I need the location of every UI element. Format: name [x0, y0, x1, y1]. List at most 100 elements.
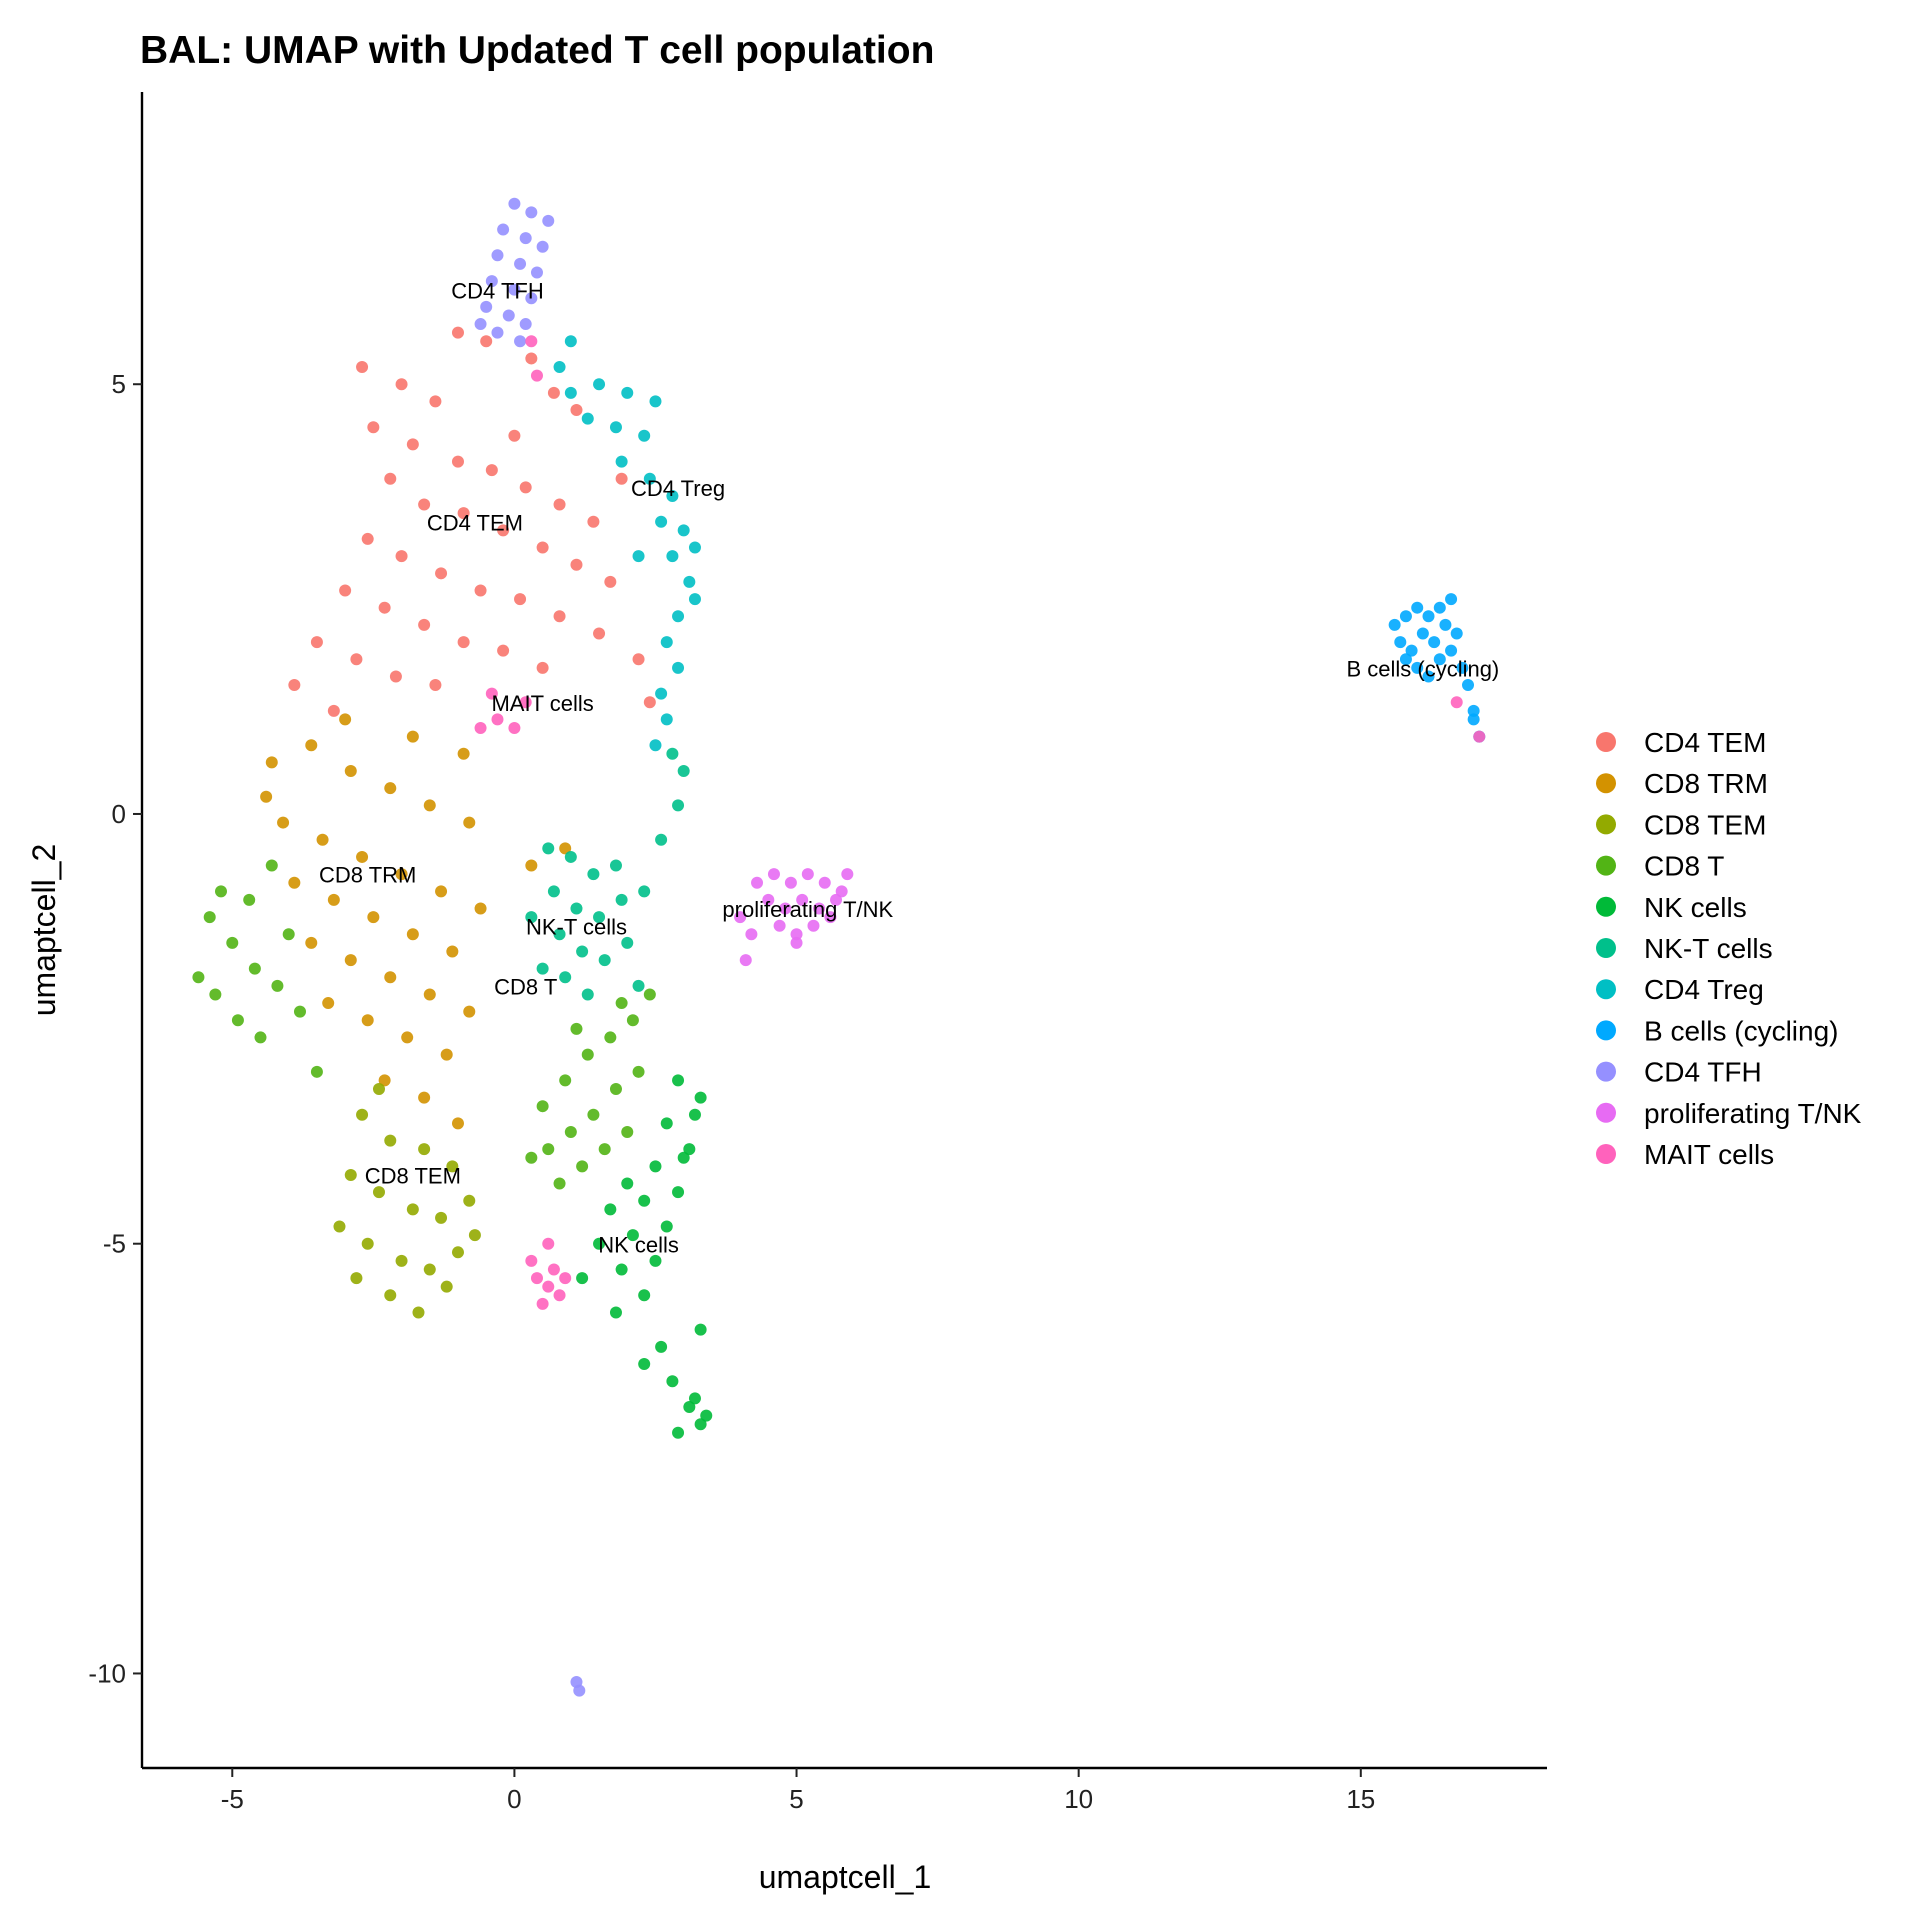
point-3-14 [581, 1048, 594, 1061]
point-1-28 [451, 1117, 464, 1130]
point-5-6 [593, 911, 606, 924]
point-10-0 [525, 335, 538, 348]
point-5-7 [615, 893, 628, 906]
point-0-6 [485, 464, 498, 477]
point-7-5 [1445, 593, 1458, 606]
point-9-19 [739, 954, 752, 967]
legend-label-7: B cells (cycling) [1644, 1015, 1838, 1046]
y-tick-label-0: -10 [88, 1658, 126, 1688]
point-2-12 [423, 1263, 436, 1276]
x-tick-label-1: 0 [507, 1784, 521, 1814]
point-6-21 [649, 739, 662, 752]
point-3-29 [525, 1151, 538, 1164]
point-4-22 [638, 1358, 651, 1371]
point-3-5 [231, 1014, 244, 1027]
legend-key-7 [1596, 1020, 1616, 1041]
point-2-14 [350, 1272, 363, 1285]
point-1-8 [356, 850, 369, 863]
point-9-6 [762, 893, 775, 906]
point-0-41 [643, 696, 656, 709]
point-1-33 [525, 859, 538, 872]
point-3-26 [570, 1022, 583, 1035]
point-3-16 [626, 1014, 639, 1027]
point-1-27 [418, 1091, 431, 1104]
cluster-label-2: CD8 TEM [365, 1164, 461, 1189]
point-0-4 [406, 438, 419, 451]
x-axis-title: umaptcell_1 [759, 1859, 932, 1895]
point-4-15 [655, 1340, 668, 1353]
point-6-1 [593, 378, 606, 391]
point-9-1 [767, 868, 780, 881]
point-4-8 [626, 1229, 639, 1242]
point-3-19 [587, 1108, 600, 1121]
point-1-21 [463, 1005, 476, 1018]
point-0-19 [435, 567, 448, 580]
point-5-9 [553, 928, 566, 941]
point-2-11 [395, 1254, 408, 1267]
point-1-1 [305, 739, 318, 752]
point-2-19 [372, 1083, 385, 1096]
legend-key-5 [1596, 938, 1616, 958]
point-3-21 [632, 1065, 645, 1078]
point-1-3 [384, 782, 397, 795]
point-3-7 [214, 885, 227, 898]
point-5-3 [609, 859, 622, 872]
point-4-14 [609, 1306, 622, 1319]
point-0-13 [497, 524, 510, 537]
point-7-16 [1456, 661, 1469, 674]
cluster-label-10: MAIT cells [491, 691, 593, 716]
point-6-13 [666, 550, 679, 563]
point-2-17 [440, 1280, 453, 1293]
point-10-14 [542, 1237, 555, 1250]
point-8-13 [519, 318, 532, 331]
point-4-5 [672, 1186, 685, 1199]
point-0-29 [536, 661, 549, 674]
point-1-32 [457, 747, 470, 760]
point-0-25 [378, 601, 391, 614]
point-0-37 [480, 335, 493, 348]
point-3-30 [192, 971, 205, 984]
point-0-43 [508, 429, 521, 442]
chart-title: BAL: UMAP with Updated T cell population [140, 29, 934, 72]
point-9-7 [779, 902, 792, 915]
point-1-18 [344, 954, 357, 967]
point-9-14 [824, 911, 837, 924]
point-0-36 [525, 352, 538, 365]
point-7-14 [1433, 653, 1446, 666]
point-6-8 [643, 472, 656, 485]
point-2-10 [361, 1237, 374, 1250]
point-10-6 [530, 369, 543, 382]
point-1-25 [440, 1048, 453, 1061]
point-10-9 [553, 1289, 566, 1302]
point-0-2 [429, 395, 442, 408]
point-6-5 [609, 421, 622, 434]
point-5-11 [598, 954, 611, 967]
point-8-2 [497, 223, 510, 236]
point-4-20 [688, 1392, 701, 1405]
point-0-44 [547, 386, 560, 399]
point-7-13 [1411, 661, 1424, 674]
x-tick-label-0: -5 [221, 1784, 244, 1814]
legend-key-1 [1596, 773, 1616, 794]
point-7-21 [1422, 670, 1435, 683]
point-0-42 [451, 326, 464, 339]
point-4-6 [638, 1194, 651, 1207]
point-7-12 [1399, 653, 1412, 666]
point-5-12 [621, 936, 634, 949]
point-0-9 [587, 515, 600, 528]
point-5-2 [587, 868, 600, 881]
points-layer [192, 197, 1486, 1697]
cluster-label-3: CD8 T [494, 974, 557, 999]
point-1-22 [322, 997, 335, 1010]
point-6-22 [564, 335, 577, 348]
point-6-18 [672, 661, 685, 674]
point-7-6 [1394, 636, 1407, 649]
point-5-20 [632, 979, 645, 992]
legend-label-0: CD4 TEM [1644, 727, 1766, 758]
point-5-19 [525, 911, 538, 924]
legend-label-1: CD8 TRM [1644, 768, 1768, 799]
point-3-2 [248, 962, 261, 975]
point-1-17 [305, 936, 318, 949]
point-2-6 [406, 1203, 419, 1216]
point-2-2 [418, 1143, 431, 1156]
